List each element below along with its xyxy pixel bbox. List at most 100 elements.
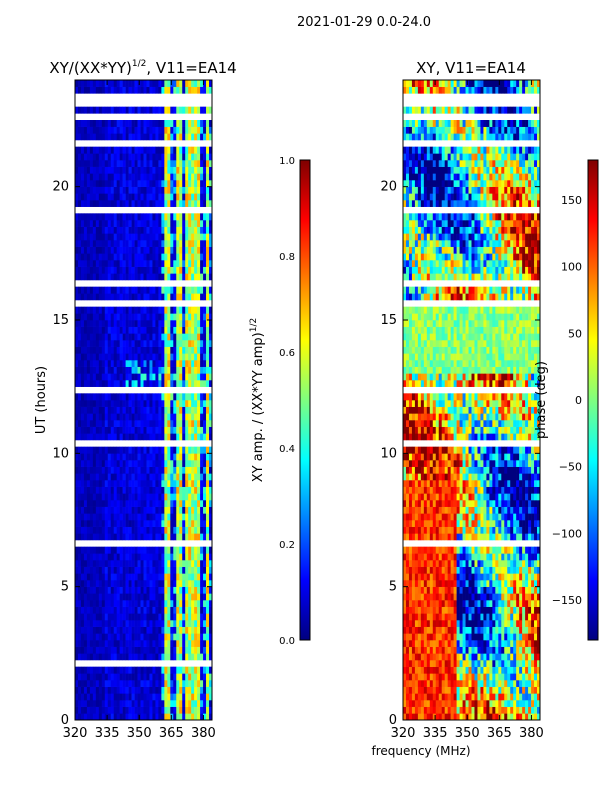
heatmap-cell — [185, 673, 189, 681]
heatmap-cell — [80, 373, 85, 381]
heatmap-cell — [149, 253, 153, 261]
heatmap-cell — [137, 580, 141, 587]
heatmap-cell — [83, 333, 88, 341]
heatmap-cell — [98, 653, 103, 661]
heatmap-cell — [194, 413, 198, 421]
heatmap-cell — [182, 186, 186, 194]
heatmap-cell — [113, 286, 117, 294]
heatmap-cell — [191, 600, 195, 607]
heatmap-cell — [125, 666, 129, 674]
heatmap-cell — [176, 560, 180, 567]
heatmap-cell — [435, 600, 440, 607]
heatmap-cell — [510, 626, 514, 634]
heatmap-cell — [137, 193, 141, 201]
heatmap-cell — [167, 80, 171, 87]
heatmap-cell — [110, 86, 115, 94]
heatmap-cell — [456, 606, 460, 614]
heatmap-cell — [80, 560, 85, 567]
heatmap-cell — [152, 420, 156, 427]
heatmap-cell — [504, 573, 508, 581]
heatmap-cell — [75, 566, 79, 574]
heatmap-cell — [125, 160, 129, 167]
heatmap-cell — [77, 673, 82, 681]
heatmap-cell — [143, 406, 147, 414]
heatmap-cell — [155, 333, 159, 341]
heatmap-cell — [167, 433, 171, 441]
heatmap-cell — [95, 606, 100, 614]
heatmap-cell — [140, 366, 144, 374]
heatmap-cell — [426, 633, 431, 641]
heatmap-cell — [191, 446, 195, 454]
heatmap-cell — [179, 626, 183, 634]
heatmap-cell — [170, 533, 174, 541]
heatmap-cell — [513, 653, 517, 661]
heatmap-cell — [176, 533, 180, 541]
heatmap-cell — [75, 126, 79, 134]
heatmap-cell — [200, 686, 204, 694]
heatmap-cell — [426, 686, 431, 694]
heatmap-cell — [414, 640, 419, 647]
heatmap-cell — [182, 260, 186, 267]
heatmap-cell — [143, 240, 147, 247]
heatmap-cell — [492, 686, 496, 694]
heatmap-cell — [170, 326, 174, 334]
heatmap-cell — [209, 680, 213, 687]
heatmap-cell — [194, 240, 198, 247]
heatmap-cell — [86, 613, 91, 621]
heatmap-cell — [122, 266, 126, 274]
heatmap-cell — [149, 406, 153, 414]
heatmap-cell — [152, 513, 156, 521]
heatmap-cell — [92, 240, 97, 247]
heatmap-cell — [146, 600, 150, 607]
heatmap-cell — [164, 213, 168, 221]
x-tick-label: 350 — [127, 726, 152, 741]
heatmap-cell — [429, 693, 434, 701]
heatmap-cell — [194, 686, 198, 694]
heatmap-cell — [447, 566, 451, 574]
heatmap-cell — [128, 480, 132, 487]
heatmap-cell — [116, 620, 120, 627]
heatmap-cell — [179, 640, 183, 647]
heatmap-cell — [161, 406, 165, 414]
heatmap-cell — [107, 186, 112, 194]
heatmap-cell — [188, 360, 192, 367]
heatmap-cell — [137, 533, 141, 541]
heatmap-cell — [468, 706, 472, 714]
heatmap-cell — [414, 606, 419, 614]
heatmap-cell — [525, 626, 529, 634]
heatmap-cell — [146, 133, 150, 141]
heatmap-cell — [197, 233, 201, 241]
heatmap-cell — [191, 153, 195, 161]
heatmap-cell — [95, 380, 100, 387]
heatmap-cell — [191, 320, 195, 327]
heatmap-cell — [86, 553, 91, 561]
heatmap-cell — [86, 306, 91, 314]
heatmap-cell — [128, 420, 132, 427]
heatmap-cell — [98, 586, 103, 594]
heatmap-cell — [137, 446, 141, 454]
heatmap-cell — [92, 460, 97, 467]
heatmap-cell — [104, 693, 109, 701]
heatmap-cell — [113, 106, 117, 114]
heatmap-cell — [152, 573, 156, 581]
heatmap-cell — [125, 346, 129, 354]
heatmap-cell — [143, 566, 147, 574]
heatmap-cell — [170, 546, 174, 554]
heatmap-cell — [101, 426, 106, 434]
heatmap-cell — [131, 366, 135, 374]
heatmap-cell — [140, 373, 144, 381]
heatmap-cell — [104, 513, 109, 521]
heatmap-cell — [116, 253, 120, 261]
heatmap-cell — [92, 80, 97, 87]
heatmap-cell — [531, 700, 535, 707]
heatmap-cell — [89, 613, 94, 621]
heatmap-cell — [119, 706, 123, 714]
heatmap-cell — [110, 393, 115, 401]
heatmap-cell — [104, 593, 109, 601]
heatmap-cell — [149, 226, 153, 234]
heatmap-cell — [450, 713, 454, 721]
heatmap-cell — [471, 673, 475, 681]
heatmap-cell — [95, 393, 100, 401]
heatmap-cell — [77, 593, 82, 601]
